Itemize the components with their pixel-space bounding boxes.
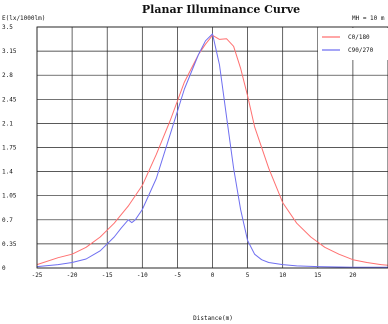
x-tick-label: 5: [246, 272, 250, 279]
x-tick-label: 15: [314, 272, 322, 279]
y-tick-label: 1.4: [2, 169, 13, 176]
x-axis-label: Distance(m): [193, 315, 233, 322]
mounting-height-annotation: MH = 10 m: [352, 15, 385, 22]
series-lines: [36, 33, 388, 268]
x-tick-label: 0: [211, 272, 215, 279]
chart-title: Planar Illuminance Curve: [142, 3, 300, 16]
series-line-c0-180: [36, 34, 388, 266]
y-tick-label: 0.35: [2, 241, 17, 248]
x-tick-label: -5: [174, 272, 182, 279]
y-tick-label: 3.15: [2, 48, 17, 55]
y-tick-label: 0.7: [2, 217, 13, 224]
y-axis-label: E(lx/1000lm): [2, 15, 45, 22]
x-tick-label: -10: [137, 272, 148, 279]
y-tick-label: 2.8: [2, 72, 13, 79]
legend-label-c0-180: C0/180: [348, 34, 370, 41]
x-tick-label: 10: [279, 272, 287, 279]
x-tick-label: -15: [102, 272, 113, 279]
tick-labels: -25 -20 -15 -10 -5 0 5 10 15 20 0 0.35 0.7 1.05 1.4 1.7…: [2, 24, 357, 279]
y-tick-label: 1.05: [2, 193, 17, 200]
y-tick-label: 0: [2, 265, 6, 272]
x-tick-label: 20: [349, 272, 357, 279]
series-line-c90-270: [36, 33, 388, 268]
y-tick-label: 2.1: [2, 120, 13, 127]
legend-background: [318, 28, 388, 60]
y-tick-label: 1.75: [2, 145, 17, 152]
x-tick-label: -25: [32, 272, 43, 279]
plot-frame: [36, 26, 388, 269]
y-tick-label: 3.5: [2, 24, 13, 31]
x-tick-label: -20: [67, 272, 78, 279]
grid: [36, 26, 388, 269]
legend: C0/180 C90/270: [318, 28, 388, 60]
legend-label-c90-270: C90/270: [348, 47, 374, 54]
y-tick-label: 2.45: [2, 96, 17, 103]
